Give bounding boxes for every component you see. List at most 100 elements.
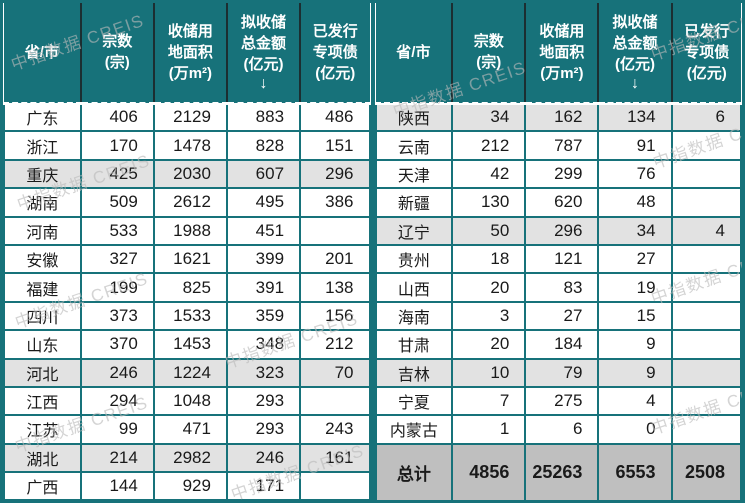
column-header-line: (亿元) (243, 55, 284, 73)
column-header-line: 省/市 (24, 43, 59, 61)
province-cell: 新疆 (374, 187, 454, 218)
province-cell: 湖北 (3, 442, 82, 474)
column-header-line: 总金额 (240, 34, 286, 52)
value-cell: 20 (451, 272, 527, 303)
table-row: 江西 294 1048 293 (3, 385, 371, 417)
value-cell: 399 (225, 243, 302, 275)
column-header: 已发行专项债 (亿元) (300, 3, 370, 105)
value-cell: 212 (299, 329, 371, 360)
value-cell: 1224 (152, 357, 228, 388)
left-table: 省/市 宗数 (宗) 收储用 地面积 (万m²) 拟收储 总金额 (亿元) ↓ 已发行 专项债 (亿元)… (3, 3, 371, 502)
value-cell: 134 (597, 101, 673, 133)
value-cell: 425 (79, 158, 155, 190)
value-cell: 9 (597, 357, 673, 388)
table-row: 内蒙古 1 6 0 (374, 414, 743, 445)
table-row: 江苏 99 471 293 243 (3, 414, 371, 445)
province-cell: 浙江 (3, 130, 82, 161)
value-cell: 34 (597, 215, 673, 246)
province-cell: 辽宁 (374, 215, 454, 246)
value-cell: 293 (225, 385, 302, 417)
value-cell: 15 (597, 300, 673, 332)
header-row: 省/市 宗数 (宗) 收储用 地面积 (万m²) 拟收储 总金额 (亿元) ↓ 已发行 专项债 (亿元) (4, 3, 370, 105)
value-cell (670, 187, 743, 218)
value-cell: 373 (79, 300, 155, 332)
value-cell (670, 385, 743, 417)
value-cell: 50 (451, 215, 527, 246)
value-cell: 3 (451, 300, 527, 332)
column-header-line: 专项债 (312, 43, 358, 61)
left-panel: 省/市 宗数 (宗) 收储用 地面积 (万m²) 拟收储 总金额 (亿元) ↓ 已发行 专项债 (亿元)… (3, 3, 375, 502)
value-cell: 243 (299, 414, 371, 445)
value-cell: 1621 (152, 243, 228, 275)
value-cell: 486 (299, 101, 371, 133)
value-cell: 323 (225, 357, 302, 388)
value-cell: 199 (79, 272, 155, 303)
value-cell: 34 (451, 101, 527, 133)
value-cell: 10 (451, 357, 527, 388)
value-cell: 883 (225, 101, 302, 133)
column-header-line: 省/市 (396, 43, 431, 61)
province-cell: 山东 (3, 329, 82, 360)
value-cell: 275 (524, 385, 600, 417)
value-cell (670, 272, 743, 303)
column-header: 宗数 (宗) (80, 3, 155, 105)
value-cell: 509 (79, 187, 155, 218)
province-cell: 广东 (3, 101, 82, 133)
value-cell: 1988 (152, 215, 228, 246)
value-cell: 4 (670, 215, 743, 246)
table-row: 河南 533 1988 451 (3, 215, 371, 246)
value-cell: 1533 (152, 300, 228, 332)
value-cell: 828 (225, 130, 302, 161)
table-row: 湖南 509 2612 495 386 (3, 187, 371, 218)
sort-descending-arrow-icon: ↓ (259, 74, 268, 92)
value-cell: 1453 (152, 329, 228, 360)
column-header-line: (亿元) (614, 55, 655, 73)
value-cell (670, 329, 743, 360)
value-cell: 25263 (524, 442, 600, 502)
value-cell: 184 (524, 329, 600, 360)
value-cell (670, 158, 743, 190)
value-cell (670, 300, 743, 332)
province-cell: 天津 (374, 158, 454, 190)
column-header-line: 宗数 (473, 33, 504, 51)
value-cell: 144 (79, 471, 155, 502)
province-cell: 山西 (374, 272, 454, 303)
value-cell: 471 (152, 414, 228, 445)
table-row: 湖北 214 2982 246 161 (3, 442, 371, 474)
value-cell: 7 (451, 385, 527, 417)
value-cell: 48 (597, 187, 673, 218)
value-cell: 299 (524, 158, 600, 190)
value-cell: 620 (524, 187, 600, 218)
province-cell: 云南 (374, 130, 454, 161)
value-cell: 370 (79, 329, 155, 360)
value-cell: 2612 (152, 187, 228, 218)
column-header-line: 已发行 (312, 22, 358, 40)
value-cell (299, 215, 371, 246)
value-cell: 246 (79, 357, 155, 388)
province-cell: 河北 (3, 357, 82, 388)
province-cell: 江苏 (3, 414, 82, 445)
column-header-line: 已发行 (684, 22, 730, 40)
value-cell: 825 (152, 272, 228, 303)
column-header-line: 收储用 (167, 22, 213, 40)
value-cell: 0 (597, 414, 673, 445)
table-row: 宁夏 7 275 4 (374, 385, 743, 417)
value-cell: 296 (299, 158, 371, 190)
value-cell: 171 (225, 471, 302, 502)
column-header-line: (宗) (104, 54, 130, 72)
value-cell: 359 (225, 300, 302, 332)
province-cell: 宁夏 (374, 385, 454, 417)
column-header-line: (亿元) (315, 64, 356, 82)
table-row: 安徽 327 1621 399 201 (3, 243, 371, 275)
column-header: 收储用 地面积 (万m²) (153, 3, 228, 105)
value-cell: 27 (524, 300, 600, 332)
column-header: 省/市 (4, 3, 82, 105)
value-cell (670, 130, 743, 161)
column-header: 拟收储 总金额 (亿元) ↓ (598, 3, 673, 105)
province-cell: 重庆 (3, 158, 82, 190)
column-header: 收储用 地面积 (万m²) (525, 3, 600, 105)
value-cell: 495 (225, 187, 302, 218)
table-row: 河北 246 1224 323 70 (3, 357, 371, 388)
table-row: 天津 42 299 76 (374, 158, 743, 190)
table-row: 海南 3 27 15 (374, 300, 743, 332)
